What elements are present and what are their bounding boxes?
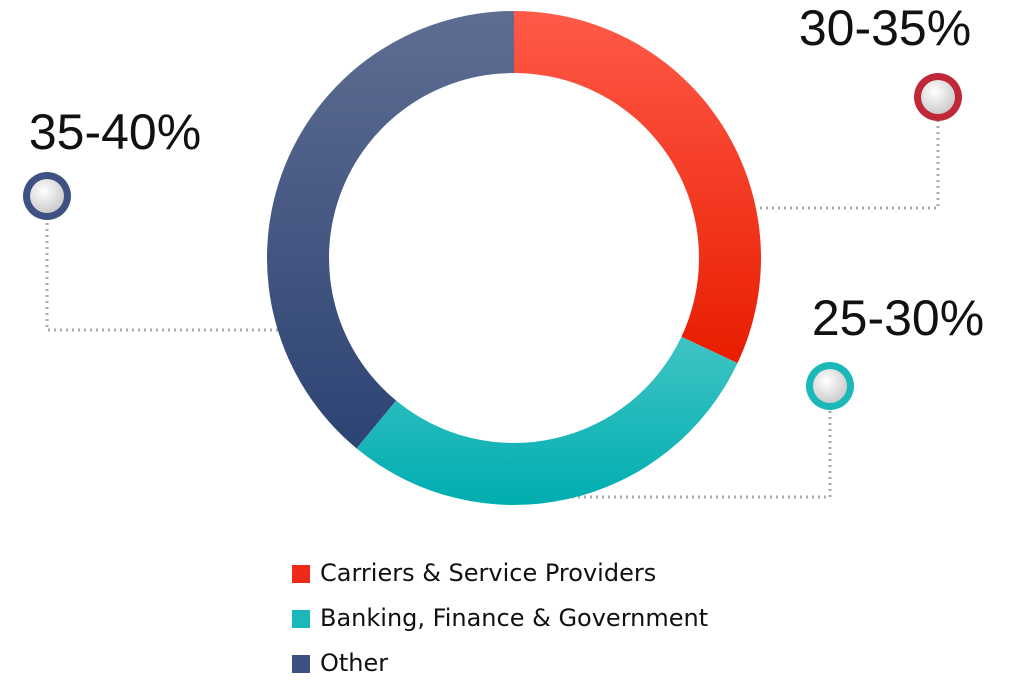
legend-swatch	[292, 610, 310, 628]
legend-swatch	[292, 655, 310, 673]
marker-knob	[813, 369, 847, 403]
donut-slice	[267, 11, 514, 449]
leader-line	[560, 410, 832, 499]
legend-label: Other	[320, 649, 388, 677]
leader-line	[45, 220, 278, 332]
marker-knob	[30, 179, 64, 213]
marker-knob	[921, 80, 955, 114]
legend-label: Carriers & Service Providers	[320, 559, 656, 587]
legend-label: Banking, Finance & Government	[320, 604, 708, 632]
donut-slice	[514, 11, 761, 364]
leader-line	[760, 120, 940, 210]
donut-slice	[356, 336, 738, 506]
legend-swatch	[292, 565, 310, 583]
value-label: 25-30%	[812, 290, 984, 346]
value-label: 30-35%	[799, 0, 971, 56]
value-label: 35-40%	[29, 104, 201, 160]
